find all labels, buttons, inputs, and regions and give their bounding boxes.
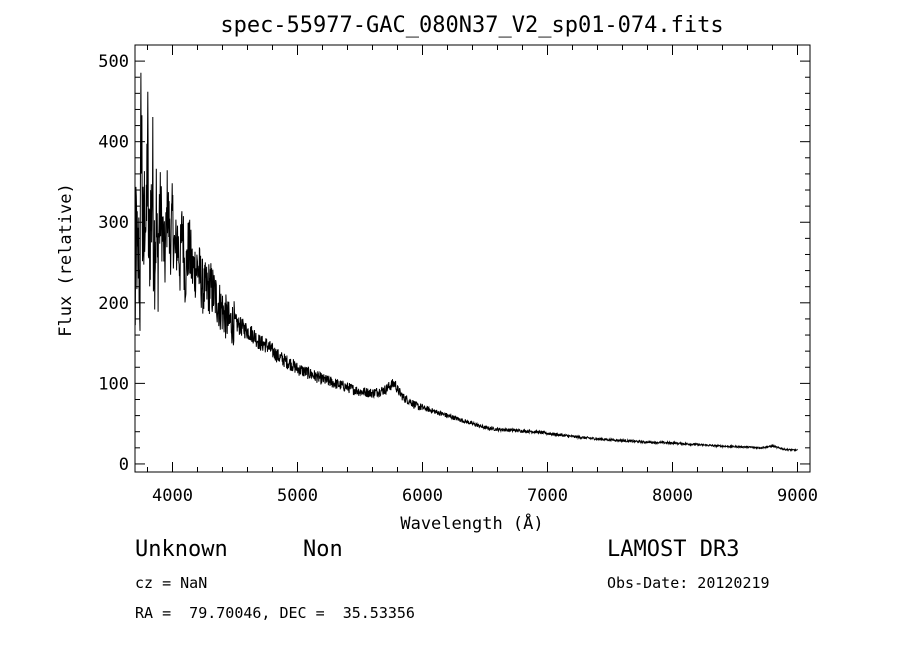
- x-tick-label: 7000: [527, 486, 568, 506]
- y-axis-label: Flux (relative): [56, 183, 76, 337]
- y-tick-label: 300: [98, 213, 129, 233]
- spectrum-line: [134, 72, 798, 453]
- chart-title: spec-55977-GAC_080N37_V2_sp01-074.fits: [220, 13, 723, 38]
- y-tick-labels: 0 100 200 300 400 500: [98, 52, 129, 475]
- redshift-cz: cz = NaN: [135, 574, 208, 592]
- object-class: Unknown: [135, 537, 228, 562]
- x-tick-label: 5000: [277, 486, 318, 506]
- x-tick-labels: 4000 5000 6000 7000 8000 9000: [152, 486, 818, 506]
- x-tick-label: 8000: [652, 486, 693, 506]
- y-tick-label: 500: [98, 52, 129, 72]
- y-tick-label: 0: [119, 455, 129, 475]
- y-tick-label: 400: [98, 133, 129, 153]
- x-tick-label: 6000: [402, 486, 443, 506]
- y-tick-label: 200: [98, 294, 129, 314]
- survey-name: LAMOST DR3: [607, 537, 740, 562]
- observation-date: Obs-Date: 20120219: [607, 574, 770, 592]
- plot-frame: [134, 44, 811, 473]
- x-tick-label: 4000: [152, 486, 193, 506]
- axis-ticks: [135, 45, 810, 472]
- object-subclass: Non: [303, 537, 343, 562]
- x-axis-label: Wavelength (Å): [400, 512, 543, 534]
- coordinates: RA = 79.70046, DEC = 35.53356: [135, 604, 415, 622]
- x-tick-label: 9000: [777, 486, 818, 506]
- y-tick-label: 100: [98, 374, 129, 394]
